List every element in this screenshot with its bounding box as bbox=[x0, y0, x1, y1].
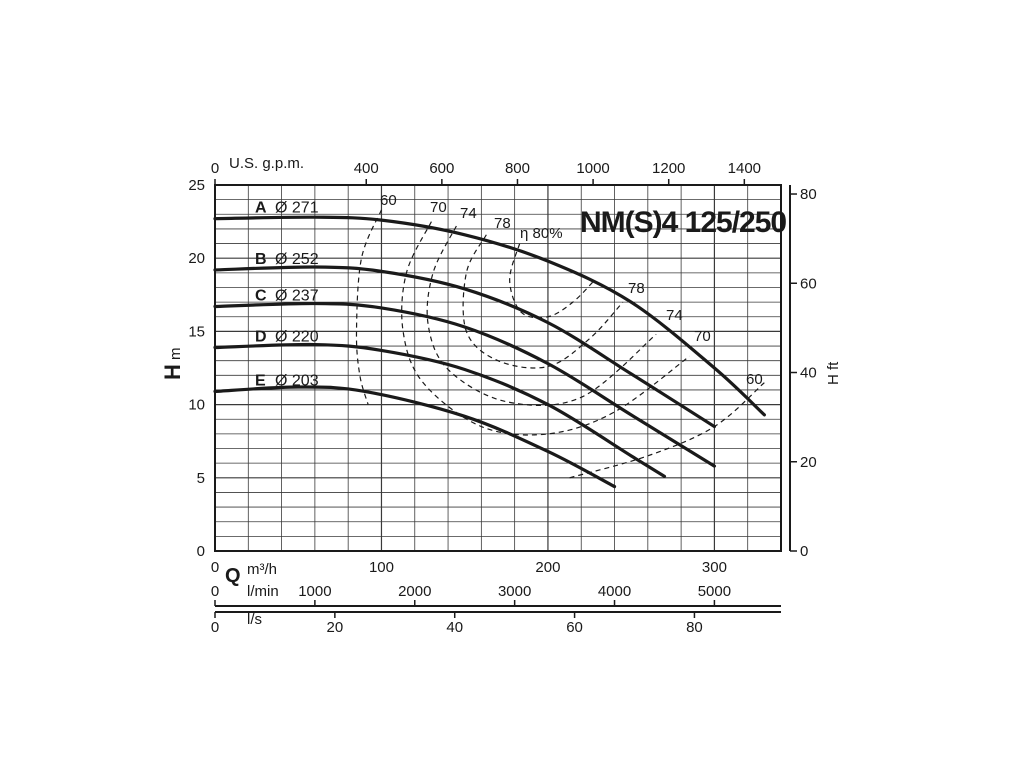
efficiency-curve bbox=[462, 234, 624, 369]
efficiency-label-right: 70 bbox=[694, 328, 711, 345]
m3h-tick-label: 200 bbox=[535, 559, 560, 576]
efficiency-curve bbox=[569, 382, 765, 479]
lmin-tick-label: 3000 bbox=[498, 583, 531, 600]
curve-letter-c: C bbox=[255, 288, 267, 305]
right-tick-label: 0 bbox=[800, 543, 808, 560]
chart-title: NM(S)4 125/250 bbox=[580, 206, 786, 239]
efficiency-curve bbox=[426, 225, 657, 407]
grid bbox=[215, 185, 781, 551]
efficiency-label: η 80% bbox=[520, 225, 563, 242]
right-tick-label: 60 bbox=[800, 275, 817, 292]
curve-e bbox=[213, 385, 617, 489]
h-axis-letter: H bbox=[160, 364, 185, 380]
m3h-tick-label: 300 bbox=[702, 559, 727, 576]
curve-a bbox=[213, 215, 766, 417]
efficiency-label: 74 bbox=[460, 205, 477, 222]
gpm-tick-label: 1400 bbox=[728, 160, 761, 177]
gpm-tick-label: 600 bbox=[429, 160, 454, 177]
gpm-tick-label: 800 bbox=[505, 160, 530, 177]
m3h-axis-ticks: 0 100 200 300 bbox=[211, 559, 727, 576]
left-tick-label: 0 bbox=[197, 543, 205, 560]
curve-diameter-e: Ø 203 bbox=[275, 372, 319, 389]
hft-axis-label: H ft bbox=[825, 361, 842, 385]
efficiency-label: 78 bbox=[494, 215, 511, 232]
left-tick-label: 15 bbox=[188, 323, 205, 340]
ls-tick-label: 40 bbox=[446, 619, 463, 636]
gpm-tick-label: 1000 bbox=[576, 160, 609, 177]
left-tick-label: 5 bbox=[197, 470, 205, 487]
efficiency-label: 70 bbox=[430, 199, 447, 216]
ls-tick-label: 20 bbox=[327, 619, 344, 636]
ls-axis-ticks: 0 20 40 60 80 bbox=[211, 612, 703, 636]
left-axis-ticks: 0 5 10 15 20 25 bbox=[188, 177, 205, 560]
curve-letter-b: B bbox=[255, 251, 267, 268]
m3h-tick-label: 100 bbox=[369, 559, 394, 576]
curve-letter-d: D bbox=[255, 329, 267, 346]
right-tick-label: 40 bbox=[800, 365, 817, 382]
gpm-tick-label: 0 bbox=[211, 160, 219, 177]
right-tick-label: 80 bbox=[800, 186, 817, 203]
curve-diameter-a: Ø 271 bbox=[275, 200, 319, 217]
curve-letter-a: A bbox=[255, 200, 267, 217]
lmin-tick-label: 0 bbox=[211, 583, 219, 600]
lmin-axis-ticks: 0 1000 2000 3000 4000 5000 bbox=[211, 583, 731, 606]
curve-diameter-d: Ø 220 bbox=[275, 329, 319, 346]
ls-axis-unit: l/s bbox=[247, 611, 262, 628]
gpm-tick-label: 1200 bbox=[652, 160, 685, 177]
lmin-tick-label: 1000 bbox=[298, 583, 331, 600]
left-tick-label: 10 bbox=[188, 397, 205, 414]
gpm-tick-label: 400 bbox=[354, 160, 379, 177]
efficiency-label: 60 bbox=[380, 192, 397, 209]
gpm-axis-ticks: 0 400 600 800 1000 1200 1400 bbox=[211, 160, 761, 185]
lmin-tick-label: 2000 bbox=[398, 583, 431, 600]
left-tick-label: 20 bbox=[188, 250, 205, 267]
curve-diameter-b: Ø 252 bbox=[275, 251, 319, 268]
lmin-tick-label: 5000 bbox=[698, 583, 731, 600]
curve-diameter-c: Ø 237 bbox=[275, 288, 319, 305]
right-axis-ticks: 0 20 40 60 80 bbox=[790, 186, 817, 560]
curve-c bbox=[213, 301, 717, 468]
efficiency-label-right: 74 bbox=[666, 307, 683, 324]
curve-b bbox=[213, 265, 717, 429]
efficiency-curve bbox=[509, 243, 595, 319]
curve-letter-e: E bbox=[255, 372, 266, 389]
performance-curves: A Ø 271 B Ø 252 C Ø 237 D Ø 220 E Ø 203 bbox=[213, 200, 766, 489]
m3h-axis-unit: m³/h bbox=[247, 561, 277, 578]
efficiency-label-right: 60 bbox=[746, 371, 763, 388]
ls-tick-label: 60 bbox=[566, 619, 583, 636]
left-tick-label: 25 bbox=[188, 177, 205, 194]
curve-d bbox=[213, 342, 667, 478]
plot-frame bbox=[214, 184, 782, 552]
right-tick-label: 20 bbox=[800, 454, 817, 471]
q-axis-letter: Q bbox=[225, 565, 241, 587]
ls-tick-label: 80 bbox=[686, 619, 703, 636]
lmin-axis-unit: l/min bbox=[247, 583, 279, 600]
lmin-tick-label: 4000 bbox=[598, 583, 631, 600]
gpm-axis-unit: U.S. g.p.m. bbox=[229, 155, 304, 172]
m3h-tick-label: 0 bbox=[211, 559, 219, 576]
ls-tick-label: 0 bbox=[211, 619, 219, 636]
efficiency-label-right: 78 bbox=[628, 280, 645, 297]
h-axis-unit: m bbox=[167, 348, 184, 361]
